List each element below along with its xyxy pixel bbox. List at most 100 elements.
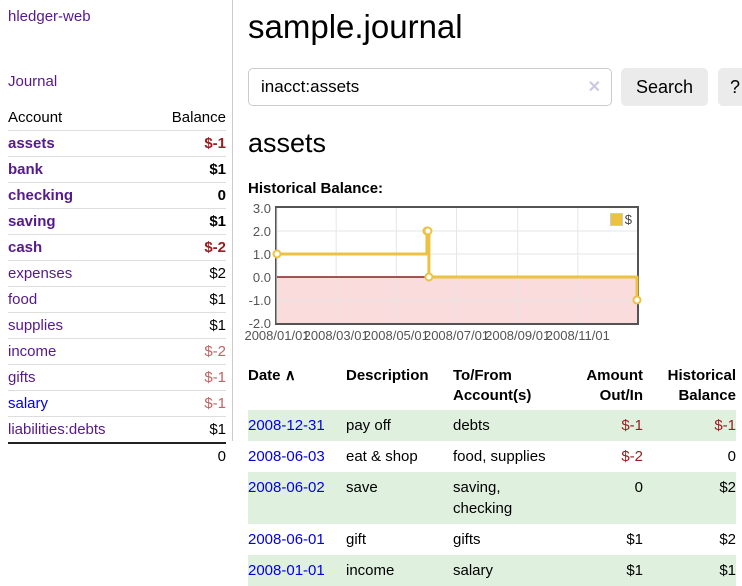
accounts-total-row: 0 [8, 443, 226, 469]
account-link[interactable]: supplies [8, 317, 64, 334]
legend-swatch-icon [609, 213, 623, 226]
account-balance: $-2 [204, 239, 226, 256]
register-table: Date ∧ Description To/From Account(s) Am… [248, 364, 736, 586]
account-balance: $1 [209, 291, 226, 308]
accounts-total: 0 [217, 448, 226, 465]
y-tick-label: 1.0 [252, 247, 271, 262]
register-header-accounts: To/From Account(s) [453, 367, 532, 404]
account-row: cash $-2 [8, 234, 226, 261]
register-row: 2008-06-03 eat & shop food, supplies $-2… [248, 441, 736, 472]
transaction-amount: $-1 [621, 417, 643, 434]
account-link[interactable]: checking [8, 187, 74, 204]
account-balance: $-1 [204, 135, 226, 152]
transaction-accounts: gifts [453, 531, 481, 548]
x-tick-label: 2008/07/01 [423, 328, 490, 343]
brand-link[interactable]: hledger-web [8, 8, 91, 25]
account-link[interactable]: liabilities:debts [8, 421, 106, 438]
account-row: assets $-1 [8, 130, 226, 157]
account-link[interactable]: saving [8, 213, 56, 230]
account-heading: assets [248, 128, 327, 158]
main-content: sample.journal ✕ Search ? assets Histori… [233, 0, 742, 586]
account-row: salary $-1 [8, 390, 226, 417]
transaction-amount: $1 [626, 531, 643, 548]
y-tick-label: -1.0 [248, 293, 271, 308]
historical-balance-chart: 3.0 2.0 1.0 0.0 -1.0 -2.0 $ 2008/01/01 2008/03… [244, 201, 735, 344]
transaction-balance: 0 [727, 448, 736, 465]
transaction-date-link[interactable]: 2008-06-01 [248, 531, 325, 548]
y-tick-label: 0.0 [252, 270, 271, 285]
accounts-header-account: Account [8, 109, 63, 126]
chart-plot[interactable]: $ [272, 206, 642, 325]
transaction-date-link[interactable]: 2008-06-02 [248, 479, 325, 496]
transaction-balance: $2 [719, 531, 736, 548]
account-link[interactable]: salary [8, 395, 49, 412]
transaction-amount: 0 [634, 479, 643, 496]
account-balance: $2 [209, 265, 226, 282]
transaction-balance: $1 [719, 562, 736, 579]
account-balance: 0 [217, 187, 226, 204]
account-link[interactable]: assets [8, 135, 55, 152]
y-tick-label: 3.0 [252, 201, 271, 216]
account-link[interactable]: expenses [8, 265, 73, 282]
x-tick-label: 2008/05/01 [363, 328, 429, 343]
chart-title: Historical Balance: [248, 180, 384, 197]
chart-x-axis: 2008/01/01 2008/03/01 2008/05/01 2008/07/01… [244, 328, 639, 344]
transaction-accounts: salary [453, 562, 494, 579]
transaction-date-link[interactable]: 2008-06-03 [248, 448, 325, 465]
chart-y-axis: 3.0 2.0 1.0 0.0 -1.0 -2.0 [248, 201, 275, 331]
transaction-description: gift [346, 531, 367, 548]
account-link[interactable]: bank [8, 161, 44, 178]
transaction-accounts: debts [453, 417, 490, 434]
account-row: bank $1 [8, 156, 226, 183]
accounts-header-balance: Balance [171, 109, 226, 126]
transaction-balance: $2 [719, 479, 736, 496]
transaction-accounts: saving, checking [453, 479, 513, 517]
legend-label: $ [624, 212, 632, 227]
clear-search-icon[interactable]: ✕ [587, 79, 601, 96]
y-tick-label: -2.0 [248, 316, 271, 331]
x-tick-label: 2008/11/01 [545, 328, 610, 343]
account-balance: $1 [209, 213, 226, 230]
account-row: checking 0 [8, 182, 226, 209]
y-tick-label: 2.0 [252, 224, 271, 239]
transaction-date-link[interactable]: 2008-12-31 [248, 417, 325, 434]
account-link[interactable]: cash [8, 239, 43, 256]
transaction-description: pay off [346, 417, 391, 434]
account-balance: $-2 [204, 343, 226, 360]
account-row: expenses $2 [8, 260, 226, 287]
account-link[interactable]: income [8, 343, 57, 360]
transaction-description: eat & shop [346, 448, 418, 465]
chart-legend: $ [609, 212, 632, 227]
x-tick-label: 2008/09/01 [485, 328, 551, 343]
register-header-description: Description [346, 367, 429, 384]
page-title: sample.journal [248, 8, 463, 45]
search-input[interactable] [248, 68, 612, 106]
chart-canvas [272, 208, 642, 323]
sidebar: hledger-web Journal Account Balance asse… [0, 0, 233, 465]
account-balance: $-1 [204, 395, 226, 412]
x-tick-label: 2008/03/01 [303, 328, 369, 343]
transaction-description: income [346, 562, 395, 579]
sort-ascending-icon: ∧ [284, 367, 296, 384]
transaction-description: save [346, 479, 378, 496]
account-row: income $-2 [8, 338, 226, 365]
x-tick-label: 2008/01/01 [244, 328, 310, 343]
register-header-date[interactable]: Date ∧ [248, 367, 296, 384]
transaction-balance: $-1 [714, 417, 736, 434]
register-header-balance: Historical Balance [667, 367, 736, 404]
account-balance: $1 [209, 161, 226, 178]
sidebar-item-journal[interactable]: Journal [8, 73, 58, 90]
accounts-table: Account Balance assets $-1 bank $1 chec [8, 105, 226, 469]
transaction-date-link[interactable]: 2008-01-01 [248, 562, 325, 579]
register-row: 2008-01-01 income salary $1 $1 [248, 555, 736, 586]
account-row: liabilities:debts $1 [8, 416, 226, 444]
help-button[interactable]: ? [718, 68, 742, 106]
transaction-accounts: food, supplies [453, 448, 546, 465]
account-balance: $1 [209, 421, 226, 438]
account-link[interactable]: gifts [8, 369, 36, 386]
transaction-amount: $1 [626, 562, 643, 579]
search-button[interactable]: Search [621, 68, 709, 106]
account-row: saving $1 [8, 208, 226, 235]
transaction-amount: $-2 [621, 448, 643, 465]
account-link[interactable]: food [8, 291, 38, 308]
